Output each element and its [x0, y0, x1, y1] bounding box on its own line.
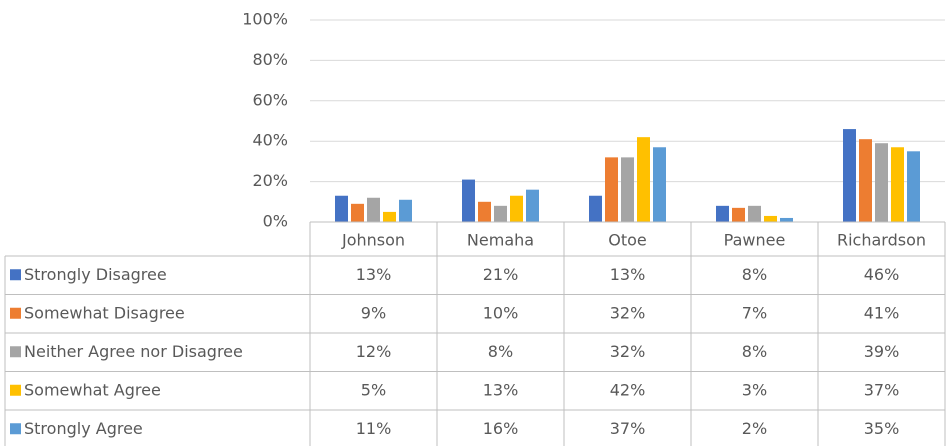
bar	[764, 215, 777, 222]
category-label: Richardson	[837, 231, 926, 250]
bar	[462, 179, 475, 222]
legend-key	[10, 346, 21, 358]
y-tick-label: 80%	[252, 50, 288, 69]
table-value: 37%	[864, 380, 900, 399]
y-tick-label: 60%	[252, 90, 288, 109]
table-value: 37%	[610, 419, 646, 438]
y-tick-label: 20%	[252, 171, 288, 190]
table-value: 2%	[742, 419, 767, 438]
table-value: 32%	[610, 303, 646, 322]
category-label: Pawnee	[724, 231, 786, 250]
bar	[780, 217, 793, 222]
bar	[875, 143, 888, 222]
bar	[621, 157, 634, 222]
table-value: 41%	[864, 303, 900, 322]
table-value: 16%	[483, 419, 519, 438]
table-value: 8%	[488, 342, 513, 361]
y-tick-label: 100%	[242, 10, 288, 29]
legend-key	[10, 384, 21, 396]
legend-label: Somewhat Agree	[24, 380, 161, 399]
bar	[605, 157, 618, 222]
table-value: 21%	[483, 265, 519, 284]
bar	[907, 151, 920, 222]
legend-label: Neither Agree nor Disagree	[24, 342, 243, 361]
table-value: 3%	[742, 380, 767, 399]
legend-label: Strongly Disagree	[24, 265, 167, 284]
y-tick-label: 40%	[252, 131, 288, 150]
table-value: 8%	[742, 265, 767, 284]
bar	[494, 205, 507, 222]
bar	[732, 207, 745, 222]
table-value: 35%	[864, 419, 900, 438]
table-value: 46%	[864, 265, 900, 284]
bar	[478, 201, 491, 222]
bar	[335, 195, 348, 222]
bar	[351, 203, 364, 222]
bar	[843, 129, 856, 222]
bar	[383, 211, 396, 222]
table-value: 13%	[356, 265, 392, 284]
table-value: 13%	[483, 380, 519, 399]
table-value: 12%	[356, 342, 392, 361]
bar	[748, 205, 761, 222]
legend-key	[10, 423, 21, 435]
table-value: 7%	[742, 303, 767, 322]
legend-label: Somewhat Disagree	[24, 303, 185, 322]
table-value: 11%	[356, 419, 392, 438]
table-value: 42%	[610, 380, 646, 399]
bar	[891, 147, 904, 222]
y-tick-label: 0%	[263, 212, 288, 231]
legend-key	[10, 307, 21, 319]
bar	[526, 189, 539, 222]
table-value: 13%	[610, 265, 646, 284]
category-label: Nemaha	[467, 231, 534, 250]
table-value: 39%	[864, 342, 900, 361]
bar	[399, 199, 412, 222]
table-value: 9%	[361, 303, 386, 322]
bar	[859, 139, 872, 222]
bar	[589, 195, 602, 222]
table-value: 5%	[361, 380, 386, 399]
bar	[637, 137, 650, 222]
bar	[716, 205, 729, 222]
legend-label: Strongly Agree	[24, 419, 143, 438]
category-label: Otoe	[608, 231, 647, 250]
bar	[653, 147, 666, 222]
legend-key	[10, 269, 21, 281]
category-label: Johnson	[341, 231, 405, 250]
bar	[510, 195, 523, 222]
bar	[367, 197, 380, 222]
table-value: 32%	[610, 342, 646, 361]
table-value: 8%	[742, 342, 767, 361]
table-value: 10%	[483, 303, 519, 322]
